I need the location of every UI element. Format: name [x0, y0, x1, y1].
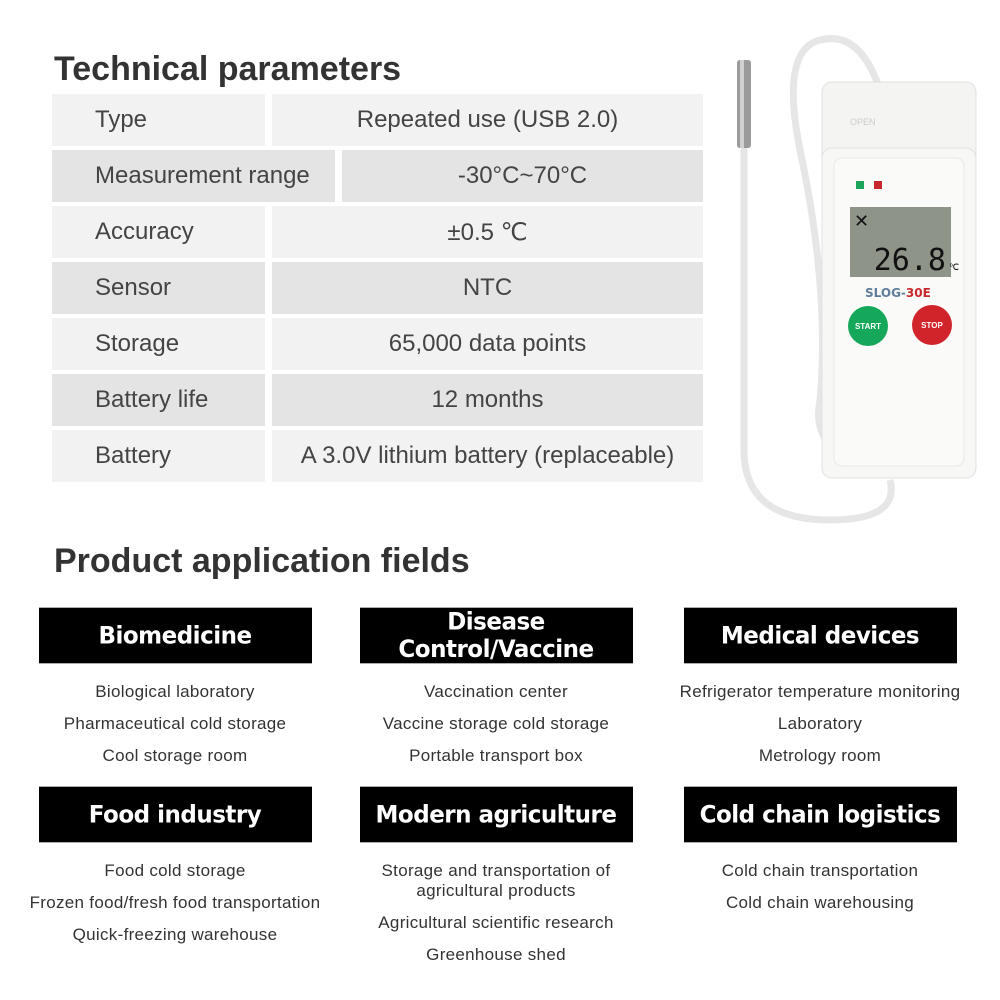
svg-text:℃: ℃ [949, 262, 959, 272]
parameter-value: A 3.0V lithium battery (replaceable) [272, 430, 703, 482]
field-heading: Modern agriculture [359, 786, 633, 843]
application-fields-title: Product application fields [54, 542, 470, 580]
parameter-value: 12 months [272, 374, 703, 426]
field-item: Storage and transportation of agricultur… [381, 861, 611, 900]
field-item: Cool storage room [102, 746, 248, 765]
field-item: Agricultural scientific research [378, 913, 614, 932]
stop-button: STOP [921, 321, 943, 330]
field-heading: Disease Control/Vaccine [359, 607, 633, 664]
parameter-row: Battery life 12 months [52, 374, 703, 426]
parameter-row: Type Repeated use (USB 2.0) [52, 94, 703, 146]
parameter-row: Battery A 3.0V lithium battery (replaceab… [52, 430, 703, 482]
field-item: Frozen food/fresh food transportation [29, 893, 321, 912]
field-item: Quick-freezing warehouse [72, 925, 278, 944]
application-field: Disease Control/Vaccine Vaccination cente… [331, 607, 661, 778]
application-field: Medical devices Refrigerator temperature … [655, 607, 985, 778]
application-field: Cold chain logistics Cold chain transport… [655, 786, 985, 925]
parameter-label: Type [52, 94, 265, 146]
field-item: Vaccination center [424, 682, 568, 701]
svg-text:OPEN: OPEN [850, 117, 876, 127]
field-item: Laboratory [777, 714, 863, 733]
parameter-label: Battery [52, 430, 265, 482]
field-heading: Biomedicine [38, 607, 312, 664]
start-button: START [855, 322, 881, 331]
parameter-row: Sensor NTC [52, 262, 703, 314]
field-item: Cold chain transportation [721, 861, 919, 880]
field-heading: Medical devices [683, 607, 957, 664]
field-heading: Cold chain logistics [683, 786, 957, 843]
application-field: Modern agriculture Storage and transporta… [331, 786, 661, 977]
field-heading: Food industry [38, 786, 312, 843]
parameter-label: Battery life [52, 374, 265, 426]
parameter-label: Storage [52, 318, 265, 370]
field-item: Pharmaceutical cold storage [63, 714, 287, 733]
svg-text:26.8: 26.8 [874, 243, 946, 278]
parameter-row: Measurement range -30°C~70°C [52, 150, 703, 202]
field-item: Refrigerator temperature monitoring [679, 682, 961, 701]
parameter-label: Measurement range [52, 150, 335, 202]
parameter-value: -30°C~70°C [342, 150, 703, 202]
parameter-label: Accuracy [52, 206, 265, 258]
field-item: Food cold storage [104, 861, 246, 880]
parameter-value: 65,000 data points [272, 318, 703, 370]
svg-text:SLOG-30E: SLOG-30E [865, 286, 931, 300]
parameter-row: Accuracy ±0.5 ℃ [52, 206, 703, 258]
application-field: Food industry Food cold storage Frozen foo… [10, 786, 340, 957]
parameter-row: Storage 65,000 data points [52, 318, 703, 370]
parameter-value: NTC [272, 262, 703, 314]
field-item: Cold chain warehousing [725, 893, 915, 912]
parameter-value: Repeated use (USB 2.0) [272, 94, 703, 146]
technical-parameters-title: Technical parameters [54, 50, 402, 88]
field-item: Portable transport box [409, 746, 583, 765]
parameter-value: ±0.5 ℃ [272, 206, 703, 258]
data-logger-image: OPEN ✕ 26.8 ℃ SLOG-30E START STOP [720, 30, 1000, 530]
field-item: Vaccine storage cold storage [382, 714, 610, 733]
application-field: Biomedicine Biological laboratory Pharmace… [10, 607, 340, 778]
field-item: Greenhouse shed [426, 945, 566, 964]
field-item: Biological laboratory [95, 682, 255, 701]
parameter-label: Sensor [52, 262, 265, 314]
svg-text:✕: ✕ [854, 211, 869, 231]
field-item: Metrology room [758, 746, 882, 765]
